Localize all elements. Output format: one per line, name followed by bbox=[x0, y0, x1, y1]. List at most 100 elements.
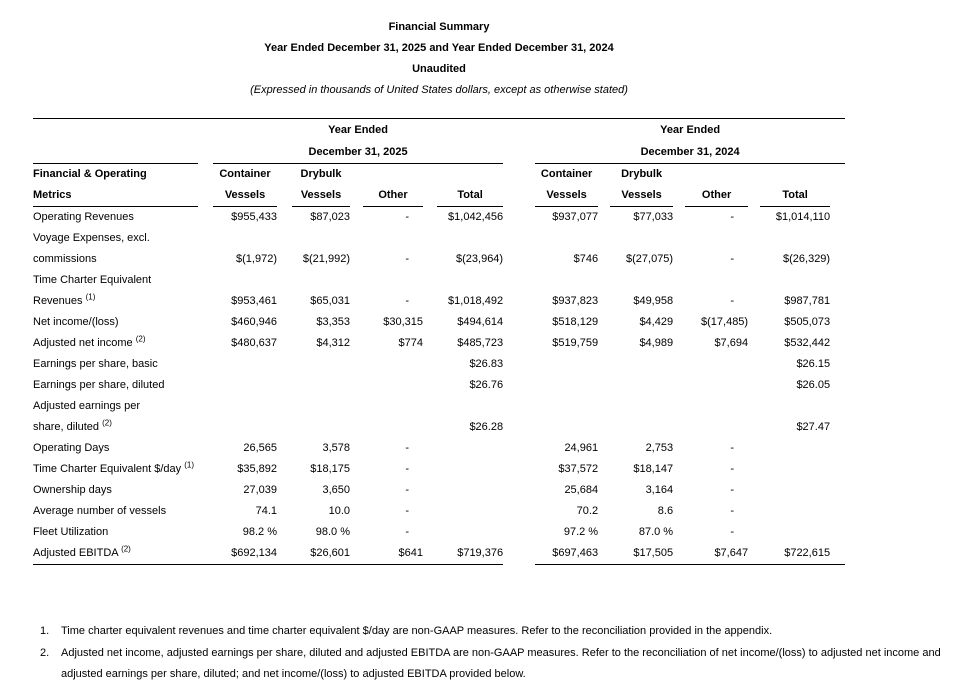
spacer-cell bbox=[748, 207, 760, 229]
title-block: Financial Summary Year Ended December 31… bbox=[33, 17, 845, 101]
value-cell: - bbox=[730, 442, 735, 454]
value-cell: $719,376 bbox=[437, 543, 504, 565]
spacer-cell bbox=[503, 142, 535, 164]
value-cell: $7,694 bbox=[714, 337, 749, 349]
value-cell: 87.0 % bbox=[638, 526, 674, 538]
spacer-cell bbox=[423, 396, 437, 438]
value-cell bbox=[437, 501, 503, 522]
spacer-cell bbox=[598, 459, 610, 480]
footnote-ref: (1) bbox=[184, 460, 195, 470]
spacer-cell bbox=[277, 375, 292, 396]
value-cell: $518,129 bbox=[552, 316, 599, 328]
spacer-cell bbox=[350, 396, 363, 438]
spacer-cell bbox=[830, 522, 845, 543]
spacer-cell bbox=[503, 333, 535, 354]
spacer-cell bbox=[277, 522, 292, 543]
spacer-cell bbox=[830, 480, 845, 501]
value-cell: $49,958 bbox=[633, 295, 674, 307]
spacer-cell bbox=[598, 185, 610, 207]
spacer-cell bbox=[423, 312, 437, 333]
row-label: Adjusted net income (2) bbox=[33, 334, 146, 349]
row-label: Net income/(loss) bbox=[33, 316, 119, 328]
spacer-cell bbox=[277, 354, 292, 375]
value-cell: $746 bbox=[573, 253, 599, 265]
spacer-cell bbox=[423, 375, 437, 396]
spacer-cell bbox=[830, 501, 845, 522]
value-cell: $494,614 bbox=[457, 316, 504, 328]
spacer-cell bbox=[423, 164, 437, 186]
spacer-cell bbox=[503, 164, 535, 186]
value-cell: $4,989 bbox=[639, 337, 674, 349]
value-cell: $30,315 bbox=[383, 316, 423, 328]
value-cell: - bbox=[730, 484, 735, 496]
value-cell: - bbox=[405, 484, 409, 496]
value-cell: $480,637 bbox=[231, 337, 277, 349]
period-header-2024: Year Ended bbox=[535, 118, 846, 142]
value-cell: $65,031 bbox=[310, 295, 350, 307]
value-cell: - bbox=[405, 253, 409, 265]
value-cell: 97.2 % bbox=[563, 526, 599, 538]
spacer-cell bbox=[748, 438, 760, 459]
value-cell bbox=[437, 522, 503, 543]
value-cell: $1,018,492 bbox=[448, 295, 504, 307]
value-cell: $3,353 bbox=[316, 316, 350, 328]
currency-note: (Expressed in thousands of United States… bbox=[250, 84, 628, 96]
row-label: Adjusted earnings per share, diluted (2) bbox=[33, 400, 141, 433]
spacer-cell bbox=[598, 312, 610, 333]
spacer-cell bbox=[277, 207, 292, 229]
value-cell: $4,429 bbox=[639, 316, 674, 328]
spacer-cell bbox=[277, 333, 292, 354]
spacer-cell bbox=[503, 501, 535, 522]
spacer-cell bbox=[503, 270, 535, 312]
value-cell bbox=[437, 438, 503, 459]
spacer-cell bbox=[423, 228, 437, 270]
column-header: Drybulk bbox=[300, 168, 342, 180]
value-cell: $955,433 bbox=[231, 211, 277, 223]
spacer-cell bbox=[503, 185, 535, 207]
spacer-cell bbox=[830, 270, 845, 312]
spacer-cell bbox=[503, 312, 535, 333]
value-cell: 3,578 bbox=[322, 442, 350, 454]
spacer-cell bbox=[830, 207, 845, 229]
value-cell bbox=[363, 375, 423, 396]
spacer-cell bbox=[598, 480, 610, 501]
value-cell: $1,014,110 bbox=[775, 211, 831, 223]
value-cell: $(21,992) bbox=[302, 253, 350, 265]
spacer-cell bbox=[598, 207, 610, 229]
spacer-cell bbox=[503, 522, 535, 543]
value-cell bbox=[292, 396, 350, 438]
value-cell: 2,753 bbox=[645, 442, 674, 454]
spacer-cell bbox=[423, 480, 437, 501]
spacer-cell bbox=[830, 333, 845, 354]
spacer-cell bbox=[748, 185, 760, 207]
footnote-1: 1. Time charter equivalent revenues and … bbox=[40, 621, 955, 643]
spacer-cell bbox=[598, 396, 610, 438]
spacer-cell bbox=[598, 522, 610, 543]
value-cell: $937,823 bbox=[552, 295, 599, 307]
spacer-cell bbox=[503, 543, 535, 565]
footnote-ref: (2) bbox=[135, 334, 146, 344]
column-header: Vessels bbox=[610, 185, 674, 207]
value-cell: 10.0 bbox=[328, 505, 350, 517]
spacer-cell bbox=[748, 501, 760, 522]
value-cell bbox=[760, 501, 830, 522]
spacer-cell bbox=[277, 228, 292, 270]
spacer-cell bbox=[350, 501, 363, 522]
footnote-number: 1. bbox=[40, 625, 50, 637]
column-header bbox=[363, 164, 423, 186]
value-cell bbox=[685, 375, 748, 396]
spacer-cell bbox=[350, 333, 363, 354]
spacer-cell bbox=[673, 228, 685, 270]
value-cell: - bbox=[730, 463, 735, 475]
value-cell: $774 bbox=[398, 337, 423, 349]
value-cell bbox=[535, 396, 598, 438]
column-header: Other bbox=[363, 185, 423, 207]
value-cell: - bbox=[730, 526, 735, 538]
spacer-cell bbox=[423, 438, 437, 459]
spacer-cell bbox=[830, 543, 846, 565]
spacer-cell bbox=[277, 501, 292, 522]
value-cell bbox=[535, 354, 598, 375]
value-cell: $505,073 bbox=[784, 316, 831, 328]
value-cell: $26.15 bbox=[796, 358, 831, 370]
